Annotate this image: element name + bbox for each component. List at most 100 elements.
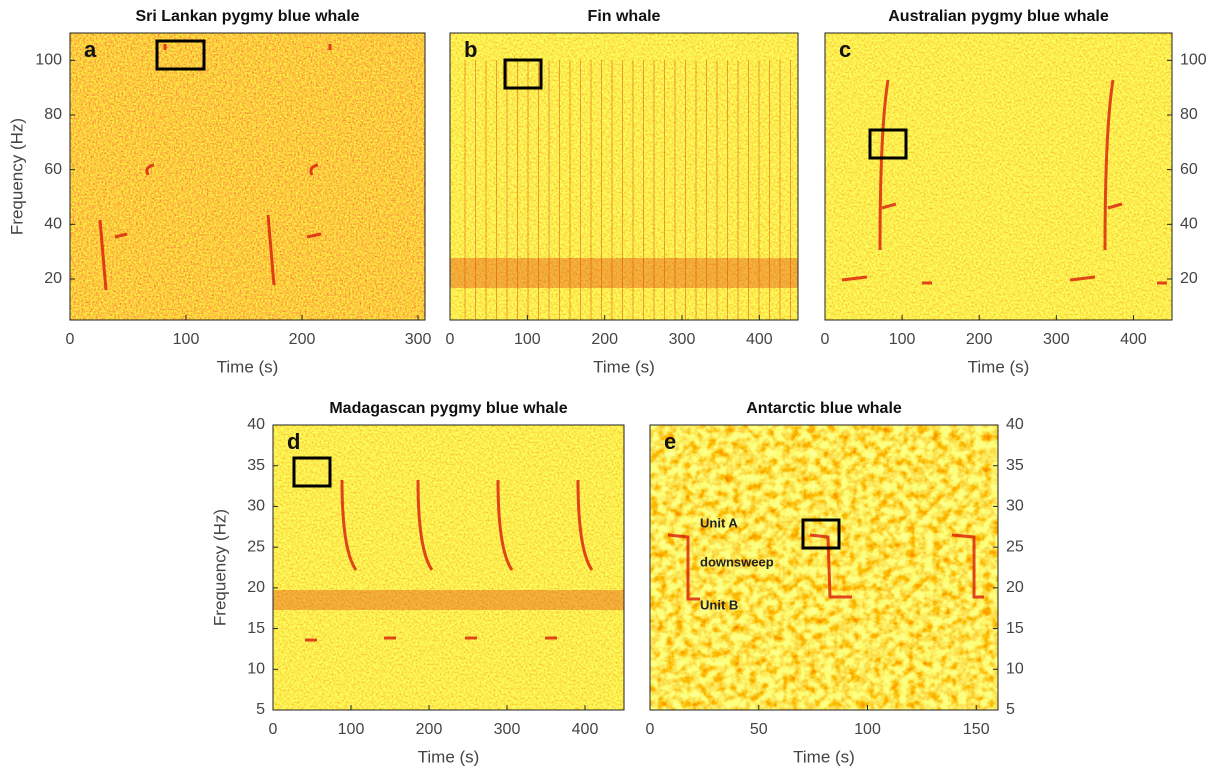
y-tick-label: 20 xyxy=(1180,270,1198,287)
call-trace xyxy=(841,275,868,282)
x-tick-label: 200 xyxy=(289,331,316,348)
y-axis-label: Frequency (Hz) xyxy=(7,118,26,235)
spectrogram-image xyxy=(825,33,1172,320)
panel-letter: b xyxy=(464,37,477,62)
y-tick-label: 25 xyxy=(247,538,265,555)
y-tick-label: 5 xyxy=(1006,701,1015,718)
x-tick-label: 100 xyxy=(338,721,365,738)
spectrogram-image xyxy=(70,33,425,320)
x-axis-label: Time (s) xyxy=(217,357,279,376)
y-tick-label: 35 xyxy=(247,457,265,474)
x-tick-label: 400 xyxy=(746,331,773,348)
x-tick-label: 300 xyxy=(494,721,521,738)
highlight-box xyxy=(292,456,332,488)
x-tick-label: 100 xyxy=(889,331,916,348)
call-trace xyxy=(340,479,358,571)
x-axis-label: Time (s) xyxy=(968,357,1030,376)
x-tick-label: 100 xyxy=(514,331,541,348)
panel-letter: e xyxy=(664,429,676,454)
y-tick-label: 15 xyxy=(1006,620,1024,637)
x-tick-label: 200 xyxy=(966,331,993,348)
x-tick-label: 100 xyxy=(173,331,200,348)
call-trace xyxy=(951,533,984,599)
annotation: Unit A xyxy=(700,515,738,530)
y-tick-label: 60 xyxy=(1180,161,1198,178)
y-tick-label: 10 xyxy=(1006,661,1024,678)
call-trace xyxy=(1069,275,1096,282)
y-tick-label: 5 xyxy=(256,701,265,718)
y-tick-label: 30 xyxy=(1006,498,1024,515)
plot-frame xyxy=(449,32,799,321)
x-tick-label: 400 xyxy=(572,721,599,738)
spectrogram-image xyxy=(650,425,998,710)
x-tick-label: 100 xyxy=(854,721,881,738)
y-tick-label: 20 xyxy=(1006,579,1024,596)
panel-title: Australian pygmy blue whale xyxy=(888,8,1109,25)
plot-frame xyxy=(649,424,999,711)
highlight-box xyxy=(155,39,206,71)
y-tick-label: 80 xyxy=(1180,106,1198,123)
call-trace xyxy=(1107,202,1123,210)
call-trace xyxy=(416,479,434,571)
panel: d Madagascan pygmy blue whale Time (s) 0 100… xyxy=(210,400,625,766)
x-tick-label: 0 xyxy=(646,721,655,738)
x-axis-label: Time (s) xyxy=(793,747,855,766)
y-tick-label: 20 xyxy=(44,270,62,287)
call-trace xyxy=(1103,79,1115,251)
y-tick-label: 20 xyxy=(247,579,265,596)
x-axis-label: Time (s) xyxy=(593,357,655,376)
call-trace xyxy=(309,163,319,176)
energy-band xyxy=(450,258,798,288)
x-axis-label: Time (s) xyxy=(418,747,480,766)
x-tick-label: 150 xyxy=(963,721,990,738)
x-tick-label: 300 xyxy=(405,331,432,348)
panel: e Antarctic blue whale Time (s) 0 50 100 150 5 1… xyxy=(646,400,1024,766)
call-trace xyxy=(114,232,128,239)
panel-title: Sri Lankan pygmy blue whale xyxy=(135,8,359,25)
y-tick-label: 40 xyxy=(44,216,62,233)
x-tick-label: 400 xyxy=(1120,331,1147,348)
energy-band xyxy=(273,590,624,610)
y-tick-label: 30 xyxy=(247,498,265,515)
annotation: Unit B xyxy=(700,597,738,612)
y-tick-label: 40 xyxy=(1006,416,1024,433)
annotation: downsweep xyxy=(700,554,774,569)
highlight-box xyxy=(868,128,908,160)
x-tick-label: 200 xyxy=(416,721,443,738)
panel-letter: a xyxy=(84,37,97,62)
x-tick-label: 0 xyxy=(821,331,830,348)
spectrogram-image xyxy=(273,425,624,710)
panel-title: Fin whale xyxy=(588,8,661,25)
plot-frame xyxy=(824,32,1173,321)
x-tick-label: 300 xyxy=(669,331,696,348)
highlight-box xyxy=(503,58,543,90)
call-trace xyxy=(98,219,108,291)
y-tick-label: 40 xyxy=(1180,216,1198,233)
panel-title: Antarctic blue whale xyxy=(746,400,902,417)
y-tick-label: 100 xyxy=(1180,52,1207,69)
call-trace xyxy=(667,533,700,601)
y-tick-label: 100 xyxy=(35,52,62,69)
y-tick-label: 15 xyxy=(247,620,265,637)
panel-letter: d xyxy=(287,429,300,454)
call-trace xyxy=(266,214,276,286)
plot-frame xyxy=(69,32,426,321)
panel-letter: c xyxy=(839,37,851,62)
spectrogram-image xyxy=(450,33,798,320)
x-tick-label: 200 xyxy=(591,331,618,348)
y-tick-label: 60 xyxy=(44,161,62,178)
panel-title: Madagascan pygmy blue whale xyxy=(329,400,567,417)
call-trace xyxy=(878,79,890,251)
call-trace xyxy=(809,533,852,599)
call-trace xyxy=(881,202,897,210)
x-tick-label: 50 xyxy=(750,721,768,738)
x-tick-label: 0 xyxy=(269,721,278,738)
y-axis-label: Frequency (Hz) xyxy=(210,509,229,626)
y-tick-label: 80 xyxy=(44,106,62,123)
x-tick-label: 300 xyxy=(1043,331,1070,348)
call-trace xyxy=(145,163,155,176)
panel: c Australian pygmy blue whale Time (s) 0 100… xyxy=(821,8,1207,376)
x-tick-label: 0 xyxy=(446,331,455,348)
panel: b Fin whale Time (s) 0 100 200 300 400 xyxy=(446,8,799,376)
